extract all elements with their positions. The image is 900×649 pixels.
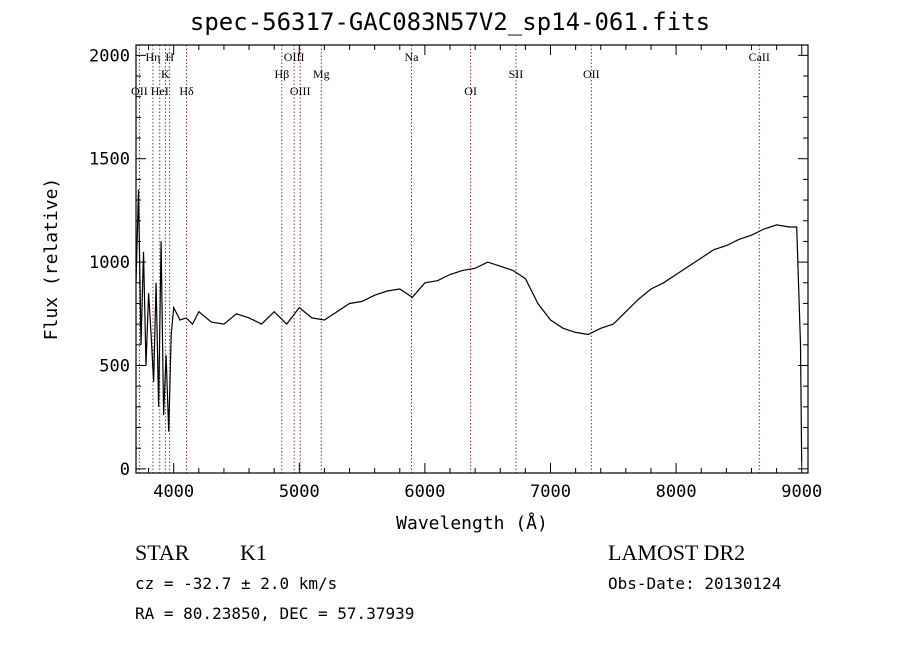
y-axis-label: Flux (relative) (41, 178, 62, 341)
spectral-line-label: SII (509, 67, 524, 81)
coordinates: RA = 80.23850, DEC = 57.37939 (135, 604, 415, 623)
y-tick-label: 1500 (89, 150, 130, 170)
spectral-line-label: OIII (290, 84, 311, 98)
plot-frame (135, 44, 809, 474)
spectrum-series (135, 189, 803, 463)
spectral-line-label: OII (583, 67, 600, 81)
spectral-line-label: OII (131, 84, 148, 98)
y-tick-label: 2000 (89, 46, 130, 66)
chart-title: spec-56317-GAC083N57V2_sp14-061.fits (189, 8, 711, 36)
x-axis-label: Wavelength (Å) (396, 512, 548, 534)
spectral-line-label: CaII (749, 50, 770, 64)
x-tick-label: 9000 (781, 482, 822, 502)
redshift-velocity: cz = -32.7 ± 2.0 km/s (135, 574, 338, 593)
axis-ticks: 4000 5000 6000 7000 8000 9000 0 500 1000 1500 2000 (89, 45, 822, 502)
spectral-line-label: OIII (284, 50, 305, 64)
spectral-line-label: Hδ (179, 84, 194, 98)
spectral-line-label: H (165, 50, 174, 64)
star-class: STAR (135, 540, 190, 565)
spectral-line-label: K (161, 67, 170, 81)
x-tick-label: 4000 (153, 482, 194, 502)
spectral-line-label: Hη (145, 50, 160, 64)
spectral-line-label: OI (464, 84, 477, 98)
spectral-line-label: Mg (313, 67, 330, 81)
x-tick-label: 7000 (530, 482, 571, 502)
y-tick-label: 0 (120, 460, 130, 480)
x-tick-label: 6000 (404, 482, 445, 502)
x-tick-label: 8000 (656, 482, 697, 502)
star-subclass: K1 (240, 540, 267, 565)
y-tick-label: 500 (99, 356, 130, 376)
survey-label: LAMOST DR2 (608, 540, 746, 565)
spectral-line-label: HeI (151, 84, 169, 98)
spectrum-line (135, 189, 803, 463)
spectral-line-label: Hβ (274, 67, 289, 81)
spectral-line-label: Na (404, 50, 419, 64)
y-tick-label: 1000 (89, 253, 130, 273)
observation-date: Obs-Date: 20130124 (608, 574, 782, 593)
x-tick-label: 5000 (279, 482, 320, 502)
